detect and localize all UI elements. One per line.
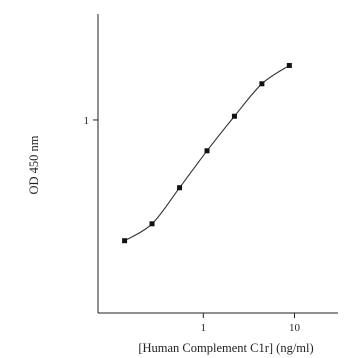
data-points — [122, 62, 292, 244]
y-axis-ticks: 1 — [84, 115, 98, 127]
x-tick-label: 10 — [289, 322, 301, 334]
y-axis-title: OD 450 nm — [27, 135, 41, 194]
data-point — [231, 113, 237, 119]
data-point — [149, 221, 155, 227]
plot-area: 1 10 1 — [84, 14, 338, 334]
data-point — [177, 185, 183, 191]
data-point — [259, 81, 265, 87]
data-point — [122, 238, 128, 244]
y-tick-label: 1 — [84, 115, 90, 127]
x-tick-label: 1 — [201, 322, 207, 334]
data-point — [204, 148, 210, 154]
x-axis-title: [Human Complement C1r] (ng/ml) — [138, 341, 313, 355]
data-point — [286, 62, 292, 68]
x-axis-ticks: 1 10 — [201, 313, 301, 334]
